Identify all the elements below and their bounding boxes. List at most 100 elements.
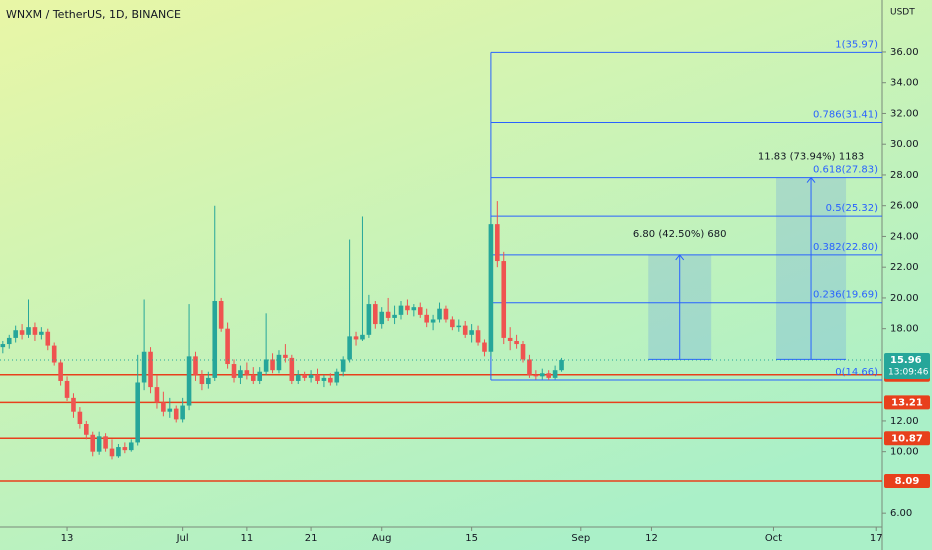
- candle-body: [122, 447, 128, 451]
- candle-body: [495, 224, 500, 262]
- candle-body: [51, 345, 57, 363]
- candle-body: [167, 408, 173, 412]
- candle-body: [340, 359, 346, 372]
- candle-body: [392, 314, 397, 318]
- candle-body: [552, 370, 558, 378]
- candle-body: [0, 344, 6, 348]
- candle-body: [148, 351, 153, 388]
- price-line-tag: [884, 395, 930, 410]
- candle-body: [469, 330, 474, 335]
- x-tick-label: 21: [305, 533, 318, 544]
- candle-body: [109, 448, 115, 457]
- candle-body: [193, 356, 198, 375]
- candle-body: [161, 402, 166, 412]
- price-line-label: 13.21: [891, 397, 923, 408]
- candle-body: [77, 411, 83, 424]
- candle-body: [533, 374, 539, 377]
- price-line-label: 8.09: [895, 476, 920, 487]
- y-tick-label: 12.00: [890, 416, 919, 427]
- candle-body: [116, 447, 121, 457]
- candle-body: [238, 370, 243, 378]
- candle-body: [263, 359, 269, 372]
- candle-body: [32, 327, 38, 335]
- candle-body: [514, 340, 519, 345]
- measure-arrowhead: [806, 176, 816, 183]
- candle-body: [180, 405, 185, 420]
- y-tick-label: 26.00: [890, 201, 919, 212]
- candle-body: [295, 374, 301, 381]
- candle-body: [385, 311, 391, 318]
- candle-body: [244, 370, 250, 375]
- candle-body: [430, 319, 436, 323]
- y-tick-label: 20.00: [890, 293, 919, 304]
- measure-arrowhead: [675, 254, 685, 261]
- candle-body: [482, 342, 487, 352]
- candle-body: [206, 377, 211, 385]
- candle-body: [501, 261, 507, 338]
- x-tick-label: 12: [645, 533, 658, 544]
- candle-body: [186, 356, 192, 406]
- countdown-label: 13:09:46: [888, 368, 929, 378]
- last-price-label: 15.96: [890, 355, 922, 366]
- candle-body: [84, 423, 89, 435]
- candle-body: [379, 311, 385, 325]
- candle-body: [173, 408, 179, 420]
- last-price-tag: [884, 353, 930, 380]
- candle-body: [366, 304, 372, 335]
- candle-body: [405, 305, 410, 311]
- candle-body: [6, 337, 12, 345]
- measure-label: 6.80 (42.50%) 680: [633, 229, 727, 240]
- y-tick-label: 24.00: [890, 231, 919, 242]
- candle-body: [250, 374, 256, 381]
- candle-body: [520, 344, 526, 360]
- candle-body: [276, 354, 282, 371]
- candle-body: [443, 308, 449, 320]
- candle-body: [424, 314, 429, 323]
- y-tick-label: 22.00: [890, 262, 919, 273]
- candle-body: [270, 359, 275, 371]
- fib-label: 0(14.66): [835, 367, 878, 378]
- y-tick-label: 32.00: [890, 108, 919, 119]
- fib-label: 0.236(19.69): [813, 290, 878, 301]
- y-tick-label: 36.00: [890, 47, 919, 58]
- price-line-tag: [884, 474, 930, 489]
- candle-body: [360, 334, 365, 340]
- fib-label: 0.382(22.80): [813, 242, 878, 253]
- candle-body: [13, 330, 18, 338]
- candle-body: [39, 331, 44, 335]
- candle-body: [257, 371, 263, 381]
- candle-body: [71, 397, 76, 412]
- candle-body: [135, 382, 140, 443]
- candle-body: [141, 351, 147, 383]
- candle-body: [26, 327, 31, 335]
- price-line-tag: [884, 431, 930, 446]
- candle-body: [308, 374, 314, 378]
- y-tick-label: 10.00: [890, 447, 919, 458]
- candle-body: [488, 224, 494, 352]
- candle-body: [64, 380, 70, 398]
- candle-body: [456, 325, 462, 328]
- x-tick-label: 11: [240, 533, 253, 544]
- candle-body: [475, 330, 481, 343]
- y-tick-label: 18.00: [890, 324, 919, 335]
- candle-body: [128, 442, 134, 451]
- fib-label: 1(35.97): [835, 39, 878, 50]
- candle-body: [450, 319, 455, 328]
- fib-label: 0.618(27.83): [813, 165, 878, 176]
- candle-body: [539, 373, 545, 377]
- x-tick-label: 15: [465, 533, 478, 544]
- candle-body: [103, 436, 108, 449]
- y-tick-label: 6.00: [890, 508, 912, 519]
- fib-label: 0.5(25.32): [826, 203, 878, 214]
- candle-body: [315, 374, 320, 381]
- candle-body: [353, 336, 359, 340]
- candle-body: [417, 307, 423, 315]
- candle-body: [546, 373, 551, 378]
- candle-body: [225, 328, 230, 365]
- y-tick-label: 30.00: [890, 139, 919, 150]
- chart-title: WNXM / TetherUS, 1D, BINANCE: [6, 8, 181, 21]
- currency-label: USDT: [890, 8, 915, 18]
- candle-body: [347, 336, 352, 360]
